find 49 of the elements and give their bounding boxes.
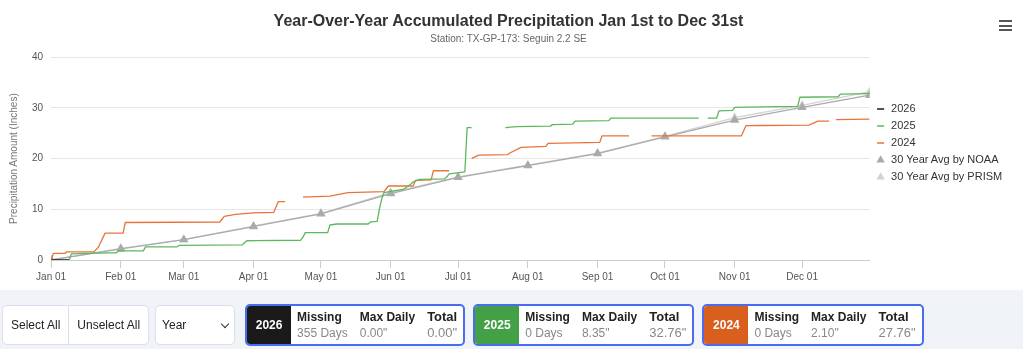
text: Max Daily — [581, 309, 638, 325]
text: 2026 — [247, 306, 292, 344]
text: 355 Days — [297, 325, 348, 341]
x-tick-label: Jan 01 — [36, 270, 67, 282]
text: Total — [878, 309, 910, 325]
text: 27.76" — [878, 325, 916, 341]
y-tick-label: 30 — [32, 101, 44, 113]
text: Select All — [3, 306, 70, 344]
text: Max Daily — [359, 309, 416, 325]
x-tick-label: Aug 01 — [511, 270, 545, 282]
legend-label: 30 Year Avg by NOAA — [891, 153, 1000, 166]
x-tick-label: Nov 01 — [718, 270, 751, 282]
text: Year — [162, 318, 187, 332]
y-tick-label: 0 — [37, 253, 44, 265]
x-tick-label: Mar 01 — [168, 270, 200, 282]
text: Missing — [525, 309, 570, 325]
chart-title: Year-Over-Year Accumulated Precipitation Jan 1st to Dec 31st — [273, 12, 745, 30]
y-axis-title: Precipitation Amount (Inches) — [7, 93, 19, 224]
text: 8.35" — [581, 325, 611, 341]
x-tick-label: Oct 01 — [650, 270, 681, 282]
x-tick-label: Feb 01 — [105, 270, 137, 282]
text: Unselect All — [76, 317, 142, 334]
text: Max Daily — [811, 309, 867, 325]
text: 2024 — [704, 306, 749, 344]
text: 2025 — [475, 306, 520, 344]
text: 0.00" — [427, 325, 458, 341]
x-tick-label: Dec 01 — [786, 270, 819, 282]
text: 0 Days — [525, 325, 564, 341]
text: Total — [649, 309, 681, 325]
legend-label: 2024 — [891, 136, 916, 149]
x-tick-label: May 01 — [304, 270, 338, 282]
text: 0 Days — [754, 325, 793, 341]
y-tick-label: 20 — [32, 152, 44, 164]
text: 2.10" — [811, 325, 840, 341]
text: Total — [427, 309, 458, 325]
text: Missing — [754, 309, 800, 325]
y-tick-label: 10 — [32, 203, 44, 215]
text: 32.76" — [649, 325, 687, 341]
x-tick-label: Jun 01 — [375, 270, 407, 282]
x-tick-label: Sep 01 — [581, 270, 614, 282]
text: 0.00" — [359, 325, 389, 341]
legend-label: 2026 — [891, 102, 916, 115]
x-tick-label: Apr 01 — [238, 270, 269, 282]
chart-subtitle: Station: TX-GP-173: Seguin 2.2 SE — [430, 32, 588, 44]
text: Missing — [297, 309, 343, 325]
legend-label: 30 Year Avg by PRISM — [891, 170, 1003, 183]
y-tick-label: 40 — [32, 50, 44, 62]
x-tick-label: Jul 01 — [444, 270, 472, 282]
legend-label: 2025 — [891, 119, 916, 132]
